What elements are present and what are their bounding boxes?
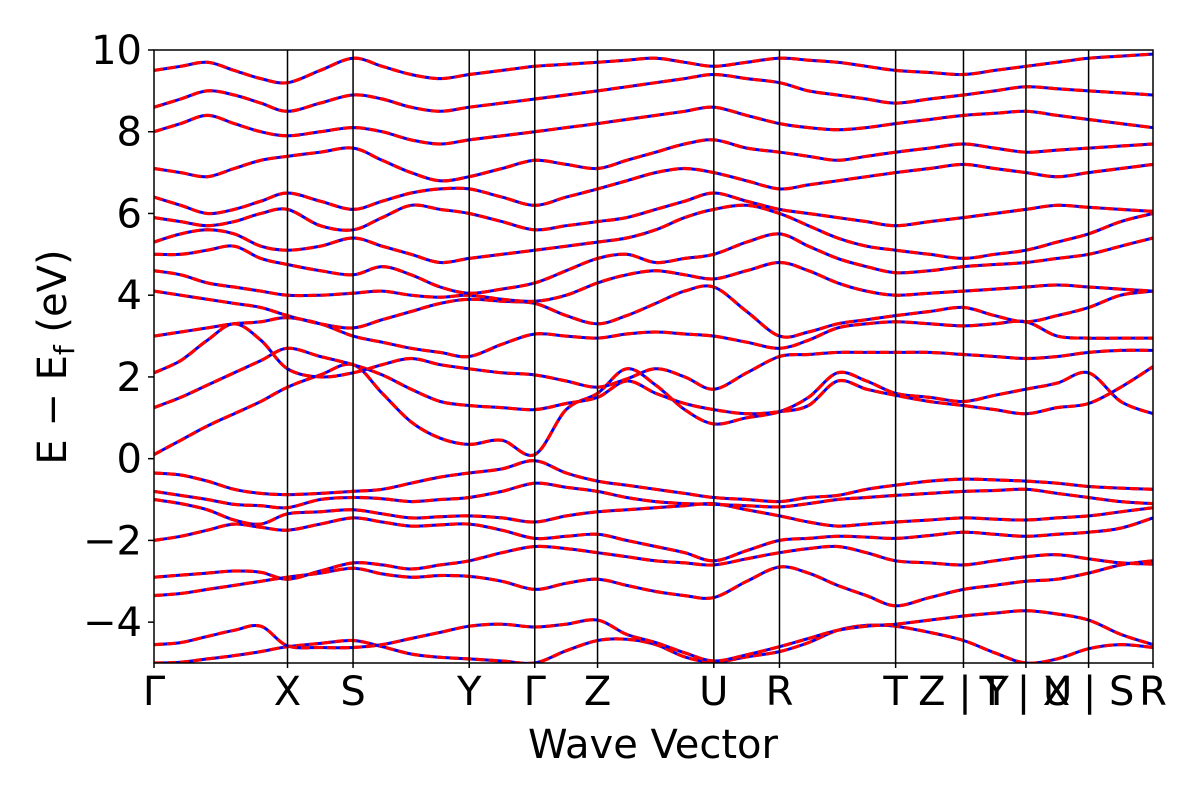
y-tick-label-7: −4 xyxy=(83,600,142,646)
x-tick-label-1: X xyxy=(274,669,301,715)
y-tick-label-1: 8 xyxy=(117,110,142,156)
y-tick-label-5: 0 xyxy=(117,437,142,483)
x-tick-label-9: Z | Y xyxy=(918,669,1009,715)
band-21-line xyxy=(154,52,1153,85)
x-tick-label-11: X | S xyxy=(1043,669,1135,715)
band-1-line xyxy=(154,609,1153,663)
band-13-line xyxy=(154,260,1153,304)
band-9-line xyxy=(154,346,1153,416)
y-tick-label-6: −2 xyxy=(83,518,142,564)
y-axis-label-main: E − E xyxy=(30,355,76,465)
x-tick-label-6: U xyxy=(699,669,728,715)
x-tick-label-8: T xyxy=(882,669,908,715)
y-tick-label-2: 6 xyxy=(117,191,142,237)
y-tick-label-4: 2 xyxy=(117,355,142,401)
band-12-line xyxy=(154,284,1153,339)
x-tick-label-7: R xyxy=(766,669,794,715)
x-tick-label-0: Γ xyxy=(143,669,166,715)
band-20-line xyxy=(154,72,1153,113)
band-14-overlay-line xyxy=(154,232,1153,295)
y-axis-label: E − Ef (eV) xyxy=(30,249,81,464)
plot-frame xyxy=(153,49,1154,664)
band-6-line xyxy=(154,481,1153,510)
y-tick-label-0: 10 xyxy=(91,28,142,74)
x-tick-label-3: Y xyxy=(456,669,482,715)
x-tick-label-2: S xyxy=(340,669,365,715)
x-axis-label: Wave Vector xyxy=(528,722,779,768)
x-tick-label-12: R xyxy=(1139,669,1167,715)
band-7-line xyxy=(154,459,1153,504)
y-axis-label-unit: (eV) xyxy=(30,249,76,345)
y-axis-label-group: E − Ef (eV) xyxy=(30,249,81,464)
y-axis-label-subscript: f xyxy=(48,344,81,355)
band-4-line xyxy=(154,516,1153,563)
x-tick-label-4: Γ xyxy=(524,669,547,715)
kpath-lines-layer xyxy=(286,50,1090,663)
band-18-line xyxy=(154,138,1153,183)
band-10-line xyxy=(154,322,1153,391)
band-16-line xyxy=(154,191,1153,232)
x-tick-label-10: T | U xyxy=(979,669,1073,715)
band-3-line xyxy=(154,544,1153,581)
bands-layer xyxy=(154,52,1153,663)
band-17-line xyxy=(154,162,1153,216)
y-tick-label-3: 4 xyxy=(117,273,142,319)
band-15-line xyxy=(154,203,1153,265)
band-0-line xyxy=(154,623,1153,663)
x-tick-label-5: Z xyxy=(584,669,611,715)
band-5-line xyxy=(154,497,1153,528)
band-19-line xyxy=(154,105,1153,146)
y-ticks-layer: 10 8 6 4 2 0 −2 −4 xyxy=(83,28,154,646)
